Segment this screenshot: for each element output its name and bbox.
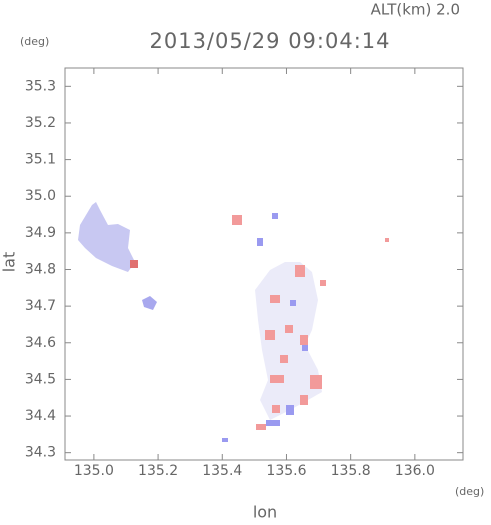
x-tick-label: 135.2 (138, 463, 178, 479)
y-tick-label: 35.0 (25, 188, 56, 204)
chart-title: 2013/05/29 09:04:14 (149, 29, 390, 53)
y-tick-label: 34.7 (25, 298, 56, 314)
x-tick-label: 135.4 (202, 463, 242, 479)
echo-cells (222, 213, 308, 442)
echo-area (78, 202, 135, 272)
echo-cells (232, 215, 389, 430)
y-tick-label: 35.3 (25, 78, 56, 94)
echo-area (255, 262, 322, 420)
echo-field (78, 202, 389, 442)
plot-frame (64, 67, 464, 461)
y-tick-label: 34.4 (25, 408, 56, 424)
x-axis-label: lon (253, 503, 277, 522)
y-axis-label: lat (0, 252, 19, 273)
echo-cell (130, 260, 138, 268)
x-tick-label: 135.8 (331, 463, 371, 479)
y-tick-label: 34.5 (25, 371, 56, 387)
y-tick-label: 35.2 (25, 115, 56, 131)
echo-area (142, 296, 157, 310)
y-unit: (deg) (20, 35, 49, 48)
y-tick-label: 34.9 (25, 225, 56, 241)
y-tick-label: 35.1 (25, 152, 56, 168)
x-tick-label: 136.0 (395, 463, 435, 479)
y-tick-label: 34.8 (25, 261, 56, 277)
x-tick-label: 135.6 (266, 463, 306, 479)
y-tick-label: 34.3 (25, 445, 56, 461)
y-tick-label: 34.6 (25, 335, 56, 351)
subtitle: ALT(km) 2.0 (371, 1, 460, 19)
x-unit: (deg) (455, 485, 484, 498)
x-tick-label: 135.0 (74, 463, 114, 479)
